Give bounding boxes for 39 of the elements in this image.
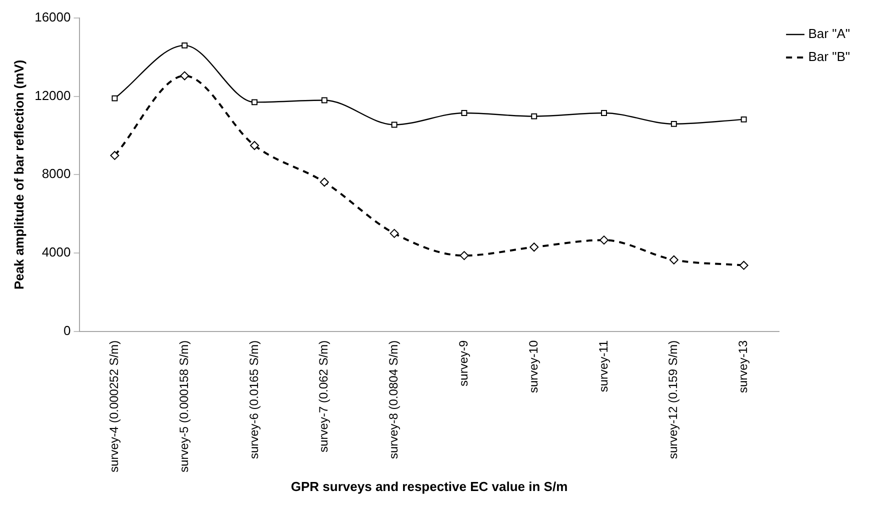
point — [461, 110, 468, 116]
point — [321, 97, 328, 104]
x-axis-title: GPR surveys and respective EC value in S/m — [290, 478, 568, 494]
point — [739, 260, 748, 270]
point — [252, 99, 258, 106]
point — [460, 251, 469, 260]
point — [670, 120, 677, 127]
x-tick-label: survey-12 (0.159 S/m) — [666, 340, 680, 460]
y-tick-label: 4000 — [42, 244, 71, 260]
x-tick-label: survey-13 — [736, 340, 750, 394]
point — [740, 116, 747, 122]
point — [250, 140, 259, 150]
legend-label: Bar "B" — [808, 49, 850, 64]
point — [391, 122, 398, 128]
point — [669, 255, 678, 264]
x-tick-label: survey-11 — [596, 340, 610, 392]
y-tick-label: 0 — [64, 322, 71, 338]
x-tick-label: survey-10 — [526, 340, 540, 394]
point — [320, 178, 329, 187]
y-axis-title: Peak amplitude of bar reflection (mV) — [11, 60, 26, 290]
point — [182, 42, 188, 48]
x-tick-label: survey-4 (0.000252 S/m) — [107, 340, 122, 472]
x-tick-label: survey-8 (0.0804 S/m) — [386, 340, 401, 460]
point — [390, 228, 399, 238]
y-tick-label: 12000 — [34, 88, 71, 103]
point — [112, 95, 118, 102]
y-tick-label: 8000 — [42, 166, 71, 182]
point — [600, 236, 609, 245]
x-tick-label: survey-9 — [456, 340, 471, 386]
x-tick-label: survey-6 (0.0165 S/m) — [246, 340, 261, 460]
legend-label: Bar "A" — [808, 26, 850, 42]
point — [530, 242, 539, 252]
point — [110, 150, 120, 160]
point — [531, 113, 538, 120]
point — [601, 110, 607, 116]
x-tick-label: survey-7 (0.062 S/m) — [316, 340, 331, 452]
point — [180, 71, 190, 80]
y-tick-label: 16000 — [34, 10, 71, 25]
x-tick-label: survey-5 (0.000158 S/m) — [176, 340, 191, 472]
